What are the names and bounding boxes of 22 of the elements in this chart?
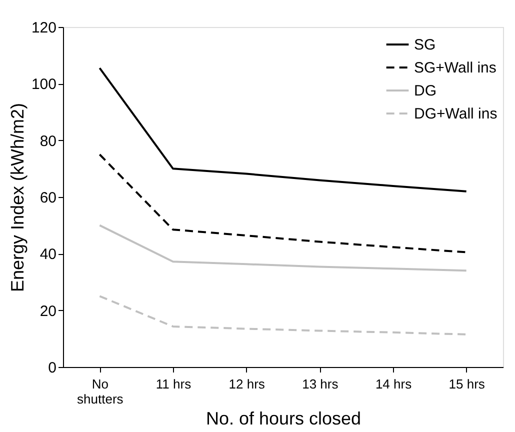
legend-label: DG: [414, 82, 436, 100]
x-tick-label: 13 hrs: [302, 376, 339, 392]
line-series: [98, 154, 468, 254]
y-tick-label: 80: [40, 132, 56, 150]
y-tick-label: 40: [40, 246, 56, 264]
x-axis-title: No. of hours closed: [206, 408, 362, 428]
x-tick-label: 12 hrs: [228, 376, 266, 392]
legend-label: SG+Wall ins: [414, 60, 496, 76]
line-series: [98, 224, 468, 272]
y-axis-title: Energy Index (kWh/m2): [7, 102, 28, 292]
x-tick-label: 14 hrs: [375, 376, 412, 392]
x-tick-label: 11 hrs: [156, 376, 192, 392]
y-tick-label: 100: [31, 76, 56, 94]
legend-label: DG+Wall ins: [414, 106, 498, 122]
y-tick-label: 0: [48, 360, 56, 376]
x-tick-label: 15 hrs: [448, 376, 486, 392]
line-series: [98, 295, 468, 336]
y-tick-label: 120: [31, 20, 56, 36]
y-tick-label: 60: [40, 190, 56, 206]
y-tick-label: 20: [40, 302, 56, 320]
x-tick-label: No shutters: [77, 376, 124, 406]
legend-label: SG: [414, 36, 436, 54]
